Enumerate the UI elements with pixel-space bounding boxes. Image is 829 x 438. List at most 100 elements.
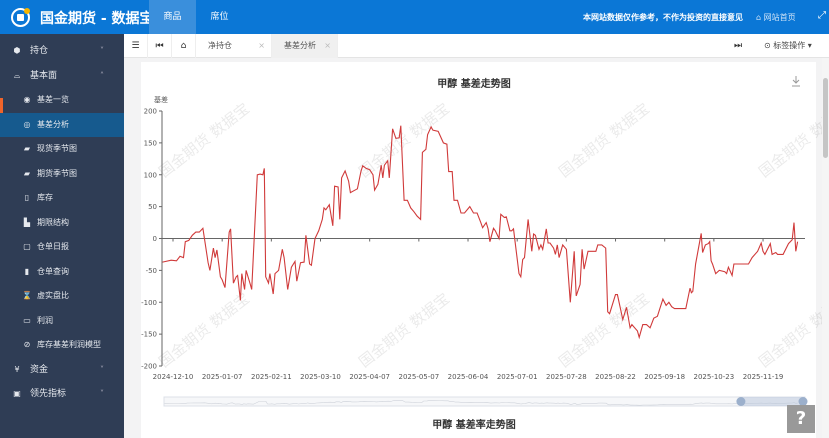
x-tick-label: 2025-01-07	[202, 373, 243, 381]
y-axis-label: 基差	[154, 95, 168, 104]
watermark: 国金期货 数据宝	[755, 289, 829, 371]
yen-icon: ¥	[14, 364, 20, 374]
page-scrollbar[interactable]	[822, 58, 829, 438]
home-tab-icon[interactable]: ⌂	[172, 34, 196, 58]
x-tick-label: 2025-07-01	[497, 373, 538, 381]
x-tick-label: 2025-05-07	[399, 373, 440, 381]
hourglass-icon: ⌛	[22, 291, 32, 300]
watermark: 国金期货 数据宝	[155, 99, 253, 181]
map-icon: ▮	[24, 266, 30, 276]
main-content: 甲醇 基差走势图 基差 国金期货 数据宝 国金期货 数据宝 国金期货 数据宝 国金期货…	[124, 58, 829, 438]
home-icon: ⌂	[756, 13, 764, 22]
x-tick-label: 2025-06-04	[448, 373, 489, 381]
scrollbar-thumb[interactable]	[823, 78, 828, 158]
datazoom-handle-right[interactable]	[798, 397, 808, 406]
sidebar-item-label: 期货季节图	[37, 168, 77, 178]
sidebar-item-14[interactable]: ▣ 领先指标 ˅	[0, 382, 124, 406]
leaf-icon: ▰	[23, 168, 31, 178]
top-header: 国金期货 - 数据宝 商品 席位 本网站数据仅作参考，不作为投资的直接意见 ⌂ …	[0, 0, 829, 34]
y-tick-label: 50	[148, 203, 157, 211]
help-button[interactable]: ?	[787, 405, 815, 433]
basis-series-line	[162, 125, 799, 340]
active-group-accent	[0, 98, 3, 120]
target-icon: ⊙	[764, 41, 774, 50]
tab-bar: ☰ ⏮ ⌂ 净持仓 × 基差分析 × ⏭ ⊙ 标签操作 ▾	[124, 34, 829, 58]
sidebar-item-2[interactable]: ◉ 基差一览	[0, 88, 124, 112]
second-chart-title: 甲醇 基差率走势图	[432, 418, 515, 431]
leaf-icon: ▰	[23, 144, 31, 153]
datazoom-handle-left[interactable]	[736, 397, 746, 406]
y-tick-label: 150	[144, 139, 157, 147]
area-chart-icon: ▙	[23, 217, 31, 227]
download-icon[interactable]	[792, 76, 800, 87]
sidebar-item-6[interactable]: ▯ 库存	[0, 186, 124, 210]
close-icon[interactable]: ×	[258, 41, 265, 50]
y-tick-label: -200	[141, 363, 157, 371]
sidebar-item-11[interactable]: ▭ 利润	[0, 309, 124, 333]
watermark: 国金期货 数据宝	[355, 99, 453, 181]
caret-down-icon: ▾	[805, 41, 812, 50]
datazoom-selection	[740, 397, 805, 406]
sidebar-item-label: 仓单日报	[37, 242, 69, 251]
sidebar-item-13[interactable]: ¥ 资金 ˅	[0, 358, 124, 382]
x-tick-label: 2025-10-23	[694, 373, 735, 381]
x-tick-label: 2024-12-10	[153, 373, 194, 381]
x-tick-label: 2025-02-11	[251, 373, 292, 381]
sidebar-item-9[interactable]: ▮ 仓单查询	[0, 260, 124, 284]
sidebar-item-1[interactable]: ⌓ 基本面 ˄	[0, 64, 124, 88]
watermark: 国金期货 数据宝	[555, 99, 653, 181]
chevron-down-icon: ˅	[100, 46, 104, 55]
chevron-down-icon: ˅	[100, 364, 104, 374]
sidebar-item-0[interactable]: ⬢ 持仓 ˅	[0, 39, 124, 63]
x-tick-label: 2025-04-07	[349, 373, 390, 381]
sidebar-item-label: 现货季节图	[37, 144, 77, 153]
watermark: 国金期货 数据宝	[755, 99, 829, 181]
sidebar-item-4[interactable]: ▰ 现货季节图	[0, 137, 124, 161]
basis-chart: 甲醇 基差走势图 基差 国金期货 数据宝 国金期货 数据宝 国金期货 数据宝 国金期货…	[141, 76, 829, 431]
sidebar-item-label: 资金	[30, 364, 49, 375]
logo-icon	[11, 8, 30, 27]
close-icon[interactable]: ×	[324, 41, 331, 50]
book-open-icon: ▢	[23, 242, 31, 251]
header-tab-commodity[interactable]: 商品	[149, 0, 196, 34]
eye-icon: ◉	[23, 95, 31, 104]
cube-icon: ⬢	[13, 46, 21, 55]
analysis-icon: ◎	[23, 119, 31, 129]
sidebar-item-label: 领先指标	[30, 389, 67, 399]
x-tick-label: 2025-11-19	[743, 373, 784, 381]
sidebar-item-label: 仓单查询	[37, 266, 69, 276]
scroll-left-icon[interactable]: ⏮	[148, 34, 172, 58]
tab-net-position[interactable]: 净持仓 ×	[196, 34, 272, 58]
y-tick-label: -50	[146, 267, 157, 275]
y-tick-label: -100	[141, 299, 157, 307]
fullscreen-icon[interactable]: ⤢	[818, 10, 826, 21]
sidebar-item-8[interactable]: ▢ 仓单日报	[0, 235, 124, 259]
header-tab-seat[interactable]: 席位	[210, 12, 229, 22]
sidebar-item-5[interactable]: ▰ 期货季节图	[0, 162, 124, 186]
tab-operations-dropdown[interactable]: ⊙ 标签操作 ▾	[764, 34, 812, 58]
watermark: 国金期货 数据宝	[155, 289, 253, 371]
sidebar-item-12[interactable]: ⊘ 库存基差利润模型	[0, 333, 124, 357]
menu-toggle-icon[interactable]: ☰	[124, 34, 148, 58]
app-title: 国金期货 - 数据宝	[40, 11, 154, 27]
money-icon: ▭	[23, 315, 31, 325]
x-tick-label: 2025-08-22	[595, 373, 636, 381]
sidebar-item-label: 基差一览	[37, 95, 69, 104]
sidebar: ⬢ 持仓 ˅ ⌓ 基本面 ˄ ◉ 基差一览 ◎ 基差分析 ▰ 现货季节图 ▰ 期货季节图 ▯ 库存 ▙ 期限结构 ▢…	[0, 34, 124, 438]
ban-icon: ⊘	[23, 340, 31, 349]
x-tick-label: 2025-09-18	[644, 373, 685, 381]
tab-basis-analysis[interactable]: 基差分析 ×	[272, 34, 338, 58]
scroll-right-icon[interactable]: ⏭	[734, 41, 743, 51]
sidebar-item-3[interactable]: ◎ 基差分析	[0, 112, 124, 137]
sidebar-item-label: 库存基差利润模型	[37, 340, 101, 349]
tab-label: 净持仓	[208, 41, 232, 50]
sidebar-item-7[interactable]: ▙ 期限结构	[0, 211, 124, 235]
sidebar-item-label: 库存	[37, 193, 53, 202]
y-tick-label: 0	[153, 235, 157, 243]
chart-title: 甲醇 基差走势图	[437, 77, 510, 90]
y-tick-label: 100	[144, 171, 157, 179]
chevron-down-icon: ˅	[100, 389, 104, 398]
home-link[interactable]: ⌂ 网站首页	[756, 12, 796, 23]
sidebar-item-10[interactable]: ⌛ 虚实盘比	[0, 284, 124, 308]
tablet-icon: ▯	[24, 193, 30, 202]
